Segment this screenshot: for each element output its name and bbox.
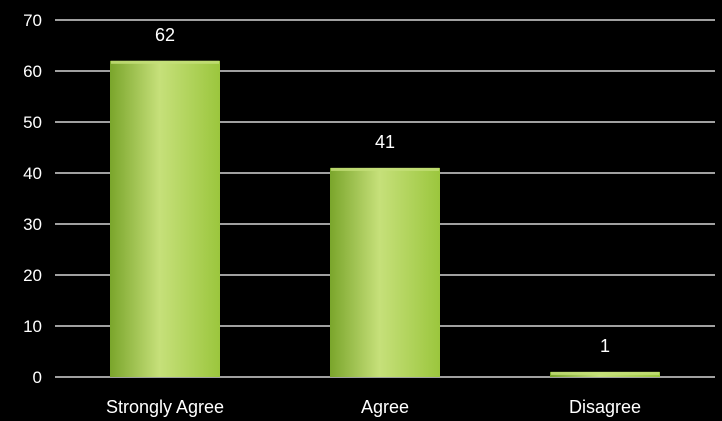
y-tick-label: 30 xyxy=(23,215,42,234)
y-axis-tick-labels: 0 10 20 30 40 50 60 70 xyxy=(23,11,42,387)
y-tick-label: 50 xyxy=(23,113,42,132)
y-tick-label: 20 xyxy=(23,266,42,285)
data-label: 1 xyxy=(600,336,610,356)
y-tick-label: 10 xyxy=(23,317,42,336)
x-axis-category-labels: Strongly Agree Agree Disagree xyxy=(106,397,641,417)
bar-highlight xyxy=(551,371,659,375)
bars xyxy=(110,60,660,378)
y-tick-label: 0 xyxy=(33,368,42,387)
bar-highlight xyxy=(111,60,219,64)
category-label: Agree xyxy=(361,397,409,417)
data-label: 41 xyxy=(375,132,395,152)
y-tick-label: 70 xyxy=(23,11,42,30)
y-tick-label: 40 xyxy=(23,164,42,183)
bar-highlight xyxy=(331,167,439,171)
category-label: Disagree xyxy=(569,397,641,417)
data-label: 62 xyxy=(155,25,175,45)
y-tick-label: 60 xyxy=(23,62,42,81)
data-labels: 62 41 1 xyxy=(155,25,610,356)
bar-strongly-agree xyxy=(110,60,220,378)
category-label: Strongly Agree xyxy=(106,397,224,417)
bar-agree xyxy=(330,167,440,377)
